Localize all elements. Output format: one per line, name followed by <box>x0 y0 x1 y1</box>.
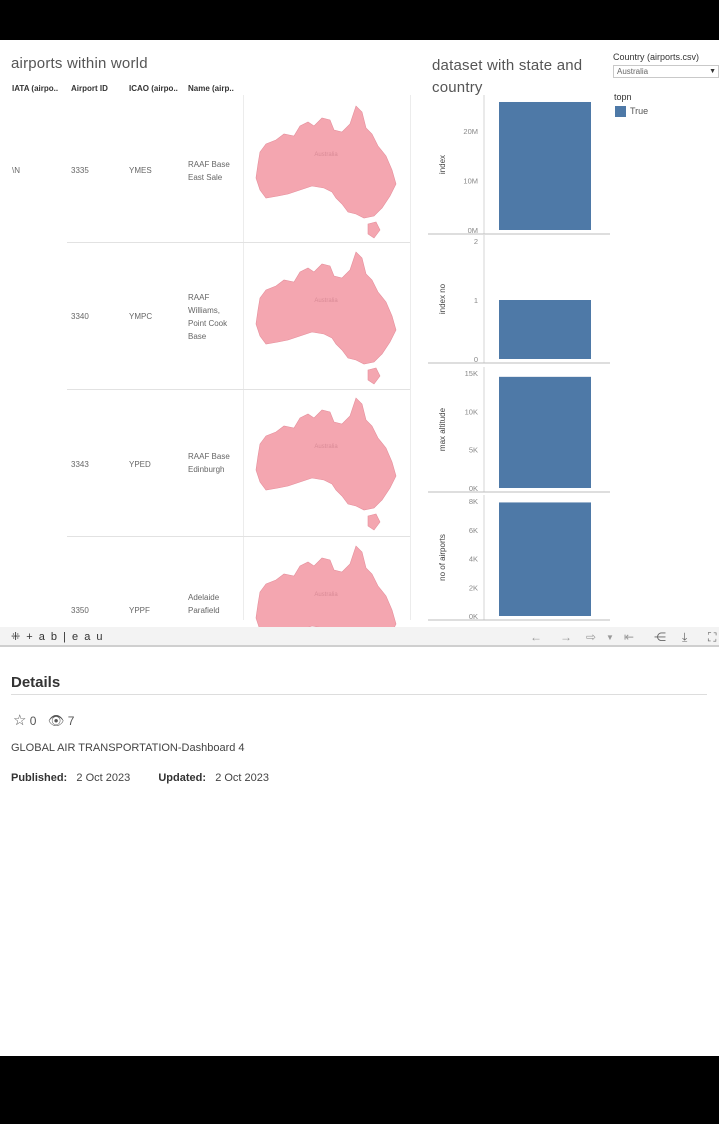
y-tick-label: 5K <box>469 446 478 455</box>
cell-name: RAAF Base Edinburgh <box>188 452 230 474</box>
legend-item-true[interactable]: True <box>630 106 649 116</box>
y-tick-label: 1 <box>474 296 478 305</box>
australia-map[interactable]: Australia <box>252 392 402 532</box>
row-divider <box>67 536 410 537</box>
australia-map[interactable]: Australia <box>252 540 402 627</box>
tableau-dashboard: airports within world dataset with state… <box>0 40 719 627</box>
cell-airport-id: 3335 <box>71 166 89 175</box>
cell-airport-id: 3350 <box>71 606 89 615</box>
map-label: Australia <box>314 152 338 158</box>
star-icon[interactable]: ☆ <box>13 712 27 729</box>
row-divider <box>67 389 410 390</box>
fullscreen-icon[interactable]: ⛶ <box>708 630 717 644</box>
y-tick-label: 2 <box>474 237 478 246</box>
bar-mark <box>499 101 591 230</box>
y-axis-title: max altitude <box>438 407 447 451</box>
redo-icon[interactable]: → <box>560 630 572 644</box>
y-axis-title: no of airports <box>438 534 447 581</box>
updated-label: Updated: <box>158 772 207 784</box>
bar-mark <box>499 300 591 359</box>
reset-icon[interactable]: ⇤ <box>624 630 635 644</box>
map-label: Australia <box>314 592 338 598</box>
y-tick-label: 15K <box>465 369 478 378</box>
y-tick-label: 0M <box>468 226 478 235</box>
stats-row: ☆ 0 👁 7 <box>13 711 75 729</box>
revert-icon[interactable]: ⇨ <box>586 630 597 644</box>
australia-map[interactable]: Australia <box>252 100 402 240</box>
column-divider <box>410 95 411 620</box>
y-axis-title: index no <box>438 283 447 314</box>
column-header-iata[interactable]: IATA (airpo.. <box>12 84 59 93</box>
bar-mark <box>499 502 591 616</box>
column-header-airport-id[interactable]: Airport ID <box>71 84 108 93</box>
country-filter-dropdown[interactable]: Australia ▼ <box>613 65 719 78</box>
views-count: 7 <box>67 714 75 728</box>
published-label: Published: <box>11 772 68 784</box>
status-bar <box>0 0 719 40</box>
country-filter-label: Country (airports.csv) <box>613 52 700 62</box>
cell-airport-id: 3343 <box>71 460 89 469</box>
cell-icao: YMPC <box>129 312 153 321</box>
column-divider <box>243 95 244 620</box>
row-divider <box>67 242 410 243</box>
bar-charts: 20M 10M 0M index 2 1 0 index no 15K 10K 5K 0K max al… <box>428 95 610 621</box>
undo-icon[interactable]: ← <box>530 630 542 644</box>
y-tick-label: 10K <box>465 407 478 416</box>
eye-icon: 👁 <box>47 713 65 728</box>
updated-date: 2 Oct 2023 <box>215 772 270 784</box>
tableau-toolbar: ⁜ + a b | e a u ← → ⇨ ▼ ⇤ ⋲ ⤓ ⛶ <box>0 627 719 647</box>
y-tick-label: 10M <box>463 176 478 185</box>
bar-mark <box>499 376 591 488</box>
column-header-icao[interactable]: ICAO (airpo.. <box>129 84 178 93</box>
y-tick-label: 20M <box>463 127 478 136</box>
download-icon[interactable]: ⤓ <box>682 630 688 644</box>
y-tick-label: 0K <box>469 484 478 493</box>
navigation-bar <box>0 1056 719 1124</box>
tableau-logo-icon: ⁜ <box>11 631 22 643</box>
publish-info: Published: 2 Oct 2023 Updated: 2 Oct 202… <box>11 772 269 784</box>
legend-title: topn <box>614 92 632 102</box>
cell-iata: \N <box>12 166 20 175</box>
tableau-logo-text: + a b | e a u <box>26 631 104 643</box>
y-tick-label: 6K <box>469 526 478 535</box>
column-header-name[interactable]: Name (airp.. <box>188 84 234 93</box>
favorites-count: 0 <box>29 714 37 728</box>
y-tick-label: 0K <box>469 612 478 621</box>
cell-name: RAAF Base East Sale <box>188 160 230 182</box>
share-icon[interactable]: ⋲ <box>654 630 666 644</box>
y-tick-label: 8K <box>469 497 478 506</box>
map-label: Australia <box>314 444 338 450</box>
worksheet-title-dataset: dataset with state and country <box>432 57 583 96</box>
cell-airport-id: 3340 <box>71 312 89 321</box>
cell-icao: YPPF <box>129 606 150 615</box>
y-tick-label: 0 <box>474 355 478 364</box>
y-tick-label: 2K <box>469 583 478 592</box>
legend-swatch[interactable] <box>615 106 626 117</box>
details-heading: Details <box>11 674 61 691</box>
cell-icao: YPED <box>129 460 151 469</box>
cell-icao: YMES <box>129 166 152 175</box>
page: airports within world dataset with state… <box>0 40 719 1056</box>
worksheet-title-airports: airports within world <box>11 55 148 72</box>
cell-name: Adelaide Parafield <box>188 593 220 615</box>
y-axis-title: index <box>438 155 447 174</box>
viz-description: GLOBAL AIR TRANSPORTATION-Dashboard 4 <box>11 742 245 754</box>
australia-map[interactable]: Australia <box>252 246 402 386</box>
y-tick-label: 4K <box>469 555 478 564</box>
details-divider <box>11 694 707 695</box>
map-label: Australia <box>314 298 338 304</box>
country-filter-value: Australia <box>617 67 649 76</box>
published-date: 2 Oct 2023 <box>76 772 131 784</box>
revert-menu-chevron-icon[interactable]: ▼ <box>606 633 614 642</box>
cell-name: RAAF Williams, Point Cook Base <box>188 293 228 341</box>
chevron-down-icon: ▼ <box>709 68 716 75</box>
tableau-logo[interactable]: ⁜ + a b | e a u <box>11 630 104 643</box>
